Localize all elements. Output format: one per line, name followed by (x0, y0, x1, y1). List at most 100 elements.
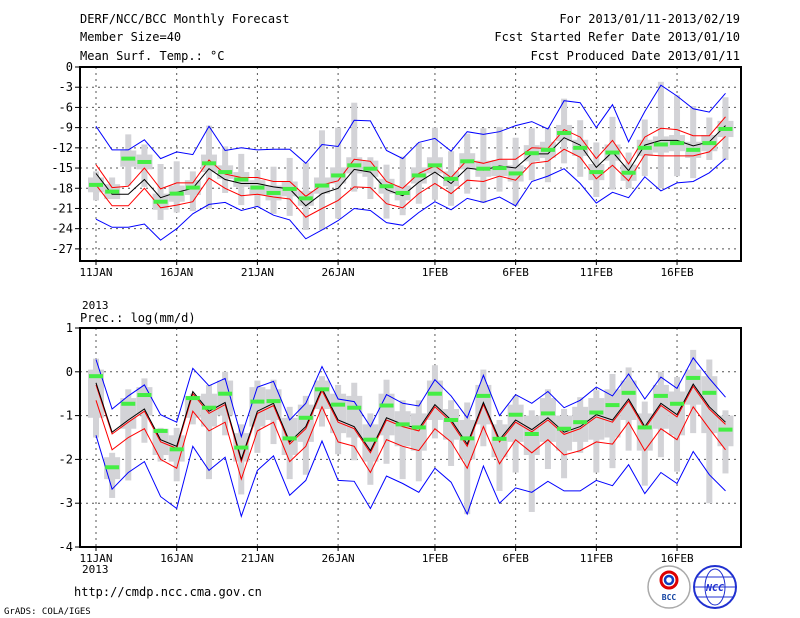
temp-y-tick-label: -21 (51, 201, 73, 215)
temp-x-tick-label: 11JAN (79, 266, 112, 279)
prec-x-tick-label: 11FEB (580, 552, 613, 565)
temp-x-tick-label: 26JAN (322, 266, 355, 279)
temp-observed-marker (282, 186, 297, 191)
prec-y-tick-label: -4 (59, 540, 73, 554)
temp-x-tick-label: 1FEB (422, 266, 449, 279)
prec-y-tick-label: -2 (59, 452, 73, 466)
prec-observed-marker (395, 422, 410, 427)
prec-range-box (604, 389, 621, 438)
prec-observed-marker (153, 428, 168, 433)
source-url[interactable]: http://cmdp.ncc.cma.gov.cn (74, 585, 262, 599)
prec-range-box (556, 415, 573, 451)
prec-x-tick-label: 11JAN (79, 552, 112, 565)
temp-observed-marker (573, 145, 588, 150)
temp-y-tick-label: -3 (59, 80, 73, 94)
temp-observed-marker (331, 173, 346, 178)
prec-x-tick-label: 16FEB (660, 552, 693, 565)
prec-observed-marker (540, 411, 555, 416)
temp-y-tick-label: 0 (66, 60, 73, 74)
temp-observed-marker (379, 184, 394, 189)
temp-observed-marker (460, 159, 475, 164)
prec-observed-marker (218, 391, 233, 396)
temp-observed-marker (702, 141, 717, 146)
prec-observed-marker (121, 401, 136, 406)
prec-observed-marker (524, 431, 539, 436)
prec-observed-marker (573, 420, 588, 425)
prec-x-tick-label: 16JAN (160, 552, 193, 565)
forecast-period: For 2013/01/11-2013/02/19 (559, 12, 740, 26)
prec-range-box (88, 369, 104, 418)
prec-y-tick-label: 1 (66, 321, 73, 335)
prec-observed-marker (331, 402, 346, 407)
start-date: Fcst Started Refer Date 2013/01/10 (494, 30, 740, 44)
prec-range-box (701, 376, 718, 434)
bottom-panel-ylabel: Prec.: log(mm/d) (80, 311, 196, 325)
prec-observed-marker (557, 426, 572, 431)
prec-series-ensemble-mean (95, 382, 726, 462)
prec-observed-marker (702, 390, 717, 395)
prec-x-tick-label: 1FEB (422, 552, 449, 565)
temp-observed-marker (89, 182, 103, 187)
prec-observed-marker (347, 405, 362, 410)
temp-series-upper-envelope (95, 84, 726, 165)
bottom-panel-year: 2013 (82, 563, 109, 576)
prec-observed-marker (266, 399, 281, 404)
prec-x-tick-label: 26JAN (322, 552, 355, 565)
temp-observed-marker (508, 171, 523, 176)
prec-observed-marker (637, 425, 652, 430)
temp-observed-marker (670, 141, 685, 146)
prec-range-box (297, 404, 314, 442)
prec-observed-marker (492, 436, 507, 441)
temp-x-tick-label: 11FEB (580, 266, 613, 279)
temp-observed-marker (621, 170, 636, 175)
temp-observed-marker (250, 185, 265, 190)
prec-range-bar (205, 384, 212, 480)
temp-series-lower-envelope (95, 158, 726, 241)
temp-y-tick-label: -9 (59, 121, 73, 135)
prec-range-box (249, 387, 266, 427)
temp-observed-marker (105, 189, 120, 194)
prec-range-box (184, 395, 201, 418)
prec-observed-marker (379, 403, 394, 408)
top-panel-ylabel: Mean Surf. Temp.: °C (80, 49, 225, 63)
temp-plot-frame (79, 66, 742, 262)
temp-observed-marker (298, 196, 313, 201)
temp-observed-marker (153, 199, 168, 204)
prec-observed-marker (508, 412, 523, 417)
temp-range-bar (367, 157, 374, 200)
temp-observed-marker (653, 142, 668, 147)
prec-observed-marker (460, 436, 475, 441)
temp-x-tick-label: 21JAN (241, 266, 274, 279)
temp-observed-marker (605, 150, 620, 155)
prec-series-upper-envelope (95, 356, 726, 439)
prec-range-box (410, 413, 427, 451)
prec-observed-marker (363, 437, 378, 442)
chart-title: DERF/NCC/BCC Monthly Forecast (80, 12, 290, 26)
temp-observed-marker (540, 147, 555, 152)
prec-observed-marker (89, 374, 103, 379)
prec-observed-marker (282, 436, 297, 441)
temp-observed-marker (169, 191, 184, 196)
temp-range-bar (657, 81, 664, 189)
prec-range-box (200, 393, 217, 427)
temp-observed-marker (185, 185, 200, 190)
prec-plot-frame (79, 327, 742, 548)
prec-observed-marker (427, 391, 442, 396)
prec-observed-marker (686, 375, 701, 380)
prec-observed-marker (670, 401, 685, 406)
temp-observed-marker (686, 147, 701, 152)
prec-observed-marker (137, 393, 152, 398)
temp-x-tick-label: 6FEB (502, 266, 529, 279)
prec-range-bar (125, 389, 132, 481)
temp-range-bar (157, 164, 164, 220)
temp-x-tick-label: 16FEB (660, 266, 693, 279)
prec-observed-marker (444, 417, 459, 422)
ncc-logo-text: NCC (705, 583, 724, 594)
temp-range-bar (351, 102, 358, 192)
prec-x-tick-label: 6FEB (502, 552, 529, 565)
temp-y-tick-label: -15 (51, 161, 73, 175)
prec-range-box (362, 424, 379, 462)
prec-observed-marker (411, 425, 426, 430)
prec-observed-marker (314, 387, 329, 392)
